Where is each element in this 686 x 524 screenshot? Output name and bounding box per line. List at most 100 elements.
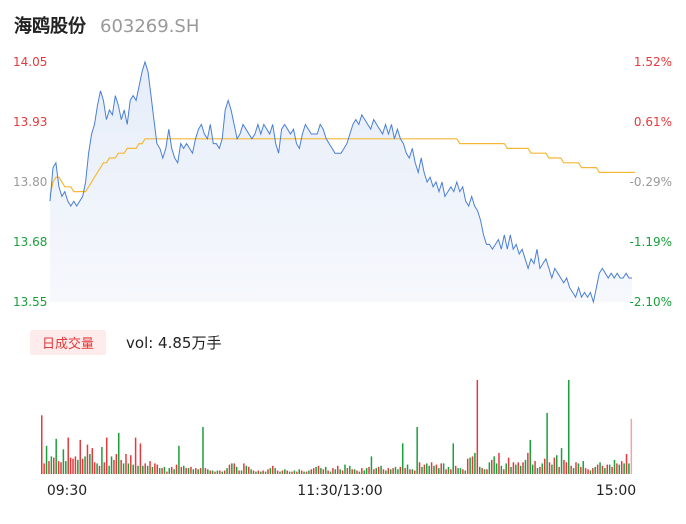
volume-bar (555, 455, 558, 474)
volume-bar (582, 461, 584, 474)
volume-bar (105, 437, 108, 474)
volume-bar (298, 469, 300, 474)
volume-bar (303, 471, 305, 474)
volume-bar (491, 459, 493, 474)
volume-bar (185, 468, 187, 474)
volume-bar (247, 466, 250, 474)
volume-bar (450, 469, 452, 474)
volume-bar (142, 465, 144, 474)
volume-bar (308, 470, 310, 474)
volume-bar (154, 463, 156, 474)
volume-bar (433, 465, 435, 474)
volume-bar (430, 462, 433, 475)
x-tick-label: 11:30/13:00 (297, 483, 382, 499)
volume-bar (192, 469, 195, 474)
volume-bar (608, 464, 611, 474)
volume-bar (322, 469, 325, 474)
volume-bar (57, 461, 60, 474)
volume-bar (334, 469, 337, 474)
volume-bar (175, 464, 178, 474)
volume-bar (426, 463, 428, 474)
volume-bar (202, 427, 204, 474)
volume-bar (296, 471, 298, 474)
volume-bar (421, 466, 423, 474)
volume-bar (392, 468, 394, 474)
volume-bar (337, 465, 339, 474)
volume-bar (536, 468, 539, 474)
volume-bar (503, 469, 505, 474)
volume-bar (373, 469, 375, 474)
volume-bar (387, 468, 390, 474)
volume-bar (235, 466, 238, 474)
volume-bar (238, 470, 240, 474)
volume-bar (512, 462, 515, 475)
volume-bar (120, 459, 122, 474)
volume-bar (478, 466, 481, 474)
volume-bar (269, 468, 272, 474)
volume-bar (616, 463, 618, 474)
volume-bar (101, 447, 103, 474)
volume-bar (207, 469, 209, 474)
volume-bar (563, 459, 565, 474)
volume-bar (517, 462, 519, 475)
volume-bar (445, 469, 447, 474)
volume-bar (471, 456, 474, 474)
volume-bar (515, 464, 517, 474)
volume-bar (252, 470, 255, 474)
volume-bar (137, 465, 139, 474)
volume-bar (50, 456, 53, 474)
volume-bar (151, 466, 154, 474)
volume-bar (173, 469, 175, 474)
volume-bar (69, 457, 72, 475)
volume-bar (580, 466, 582, 474)
volume-bar (79, 439, 81, 474)
volume-bar (527, 452, 529, 474)
volume-bar (428, 465, 430, 474)
volume-bar (414, 470, 416, 474)
volume-bar (397, 469, 399, 474)
volume-bar (519, 465, 522, 474)
volume-bar (48, 461, 50, 474)
volume-bar (305, 471, 308, 474)
volume-bar (589, 470, 592, 474)
volume-bar (84, 456, 86, 474)
volume-bar (96, 463, 98, 474)
y-tick-right: 1.52% (634, 55, 672, 69)
x-tick-label: 09:30 (47, 483, 87, 499)
volume-bar (418, 462, 421, 475)
volume-bar (365, 468, 368, 474)
volume-bar (214, 471, 216, 474)
volume-bar (89, 454, 91, 474)
volume-bar (55, 438, 57, 474)
volume-bar (447, 466, 450, 474)
volume-bar (274, 468, 276, 474)
y-tick-left: 13.93 (13, 115, 47, 129)
volume-bar (505, 463, 507, 474)
volume-bar (543, 458, 546, 474)
price-area-fill (50, 62, 632, 302)
volume-tab[interactable]: 日成交量 (30, 330, 107, 355)
volume-bar (404, 468, 406, 474)
volume-bar (510, 466, 512, 474)
y-tick-left: 14.05 (13, 55, 47, 69)
volume-bar (204, 468, 207, 474)
volume-bar (170, 466, 173, 474)
volume-bar (377, 466, 380, 474)
volume-bar (442, 463, 445, 474)
volume-bar (606, 464, 609, 474)
volume-bar (500, 465, 503, 474)
volume-bar (122, 463, 125, 474)
volume-bar (195, 468, 197, 474)
volume-bar (452, 443, 454, 474)
volume-bar (156, 464, 158, 474)
volume-bar (370, 456, 373, 474)
volume-info-row: 日成交量 vol: 4.85万手 (30, 330, 221, 355)
volume-bar (91, 448, 94, 474)
volume-bar (243, 463, 245, 474)
volume-bar (53, 457, 55, 475)
volume-bar (60, 462, 62, 475)
volume-bar (211, 470, 214, 474)
volume-bar (219, 470, 221, 474)
volume-bar (375, 468, 377, 474)
volume-bar (454, 465, 457, 474)
